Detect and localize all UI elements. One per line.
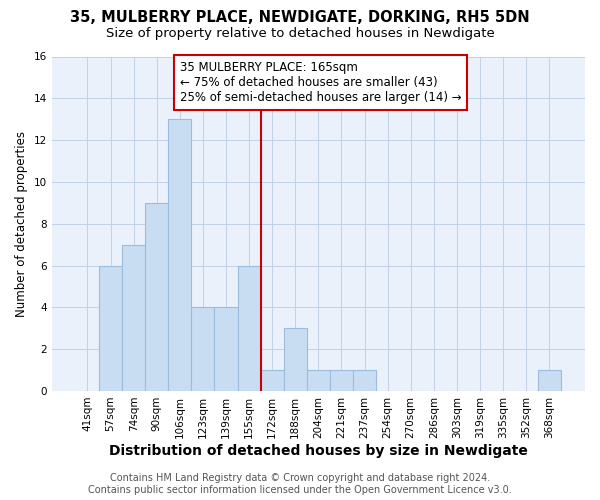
Bar — [238, 266, 260, 391]
Text: Size of property relative to detached houses in Newdigate: Size of property relative to detached ho… — [106, 28, 494, 40]
Bar — [330, 370, 353, 391]
Bar — [307, 370, 330, 391]
Text: 35, MULBERRY PLACE, NEWDIGATE, DORKING, RH5 5DN: 35, MULBERRY PLACE, NEWDIGATE, DORKING, … — [70, 10, 530, 25]
X-axis label: Distribution of detached houses by size in Newdigate: Distribution of detached houses by size … — [109, 444, 528, 458]
Bar — [353, 370, 376, 391]
Bar — [122, 244, 145, 391]
Bar — [214, 308, 238, 391]
Text: 35 MULBERRY PLACE: 165sqm
← 75% of detached houses are smaller (43)
25% of semi-: 35 MULBERRY PLACE: 165sqm ← 75% of detac… — [180, 60, 461, 104]
Bar — [260, 370, 284, 391]
Bar — [168, 119, 191, 391]
Bar — [99, 266, 122, 391]
Text: Contains HM Land Registry data © Crown copyright and database right 2024.
Contai: Contains HM Land Registry data © Crown c… — [88, 474, 512, 495]
Bar — [284, 328, 307, 391]
Bar — [191, 308, 214, 391]
Y-axis label: Number of detached properties: Number of detached properties — [15, 130, 28, 316]
Bar — [538, 370, 561, 391]
Bar — [145, 203, 168, 391]
